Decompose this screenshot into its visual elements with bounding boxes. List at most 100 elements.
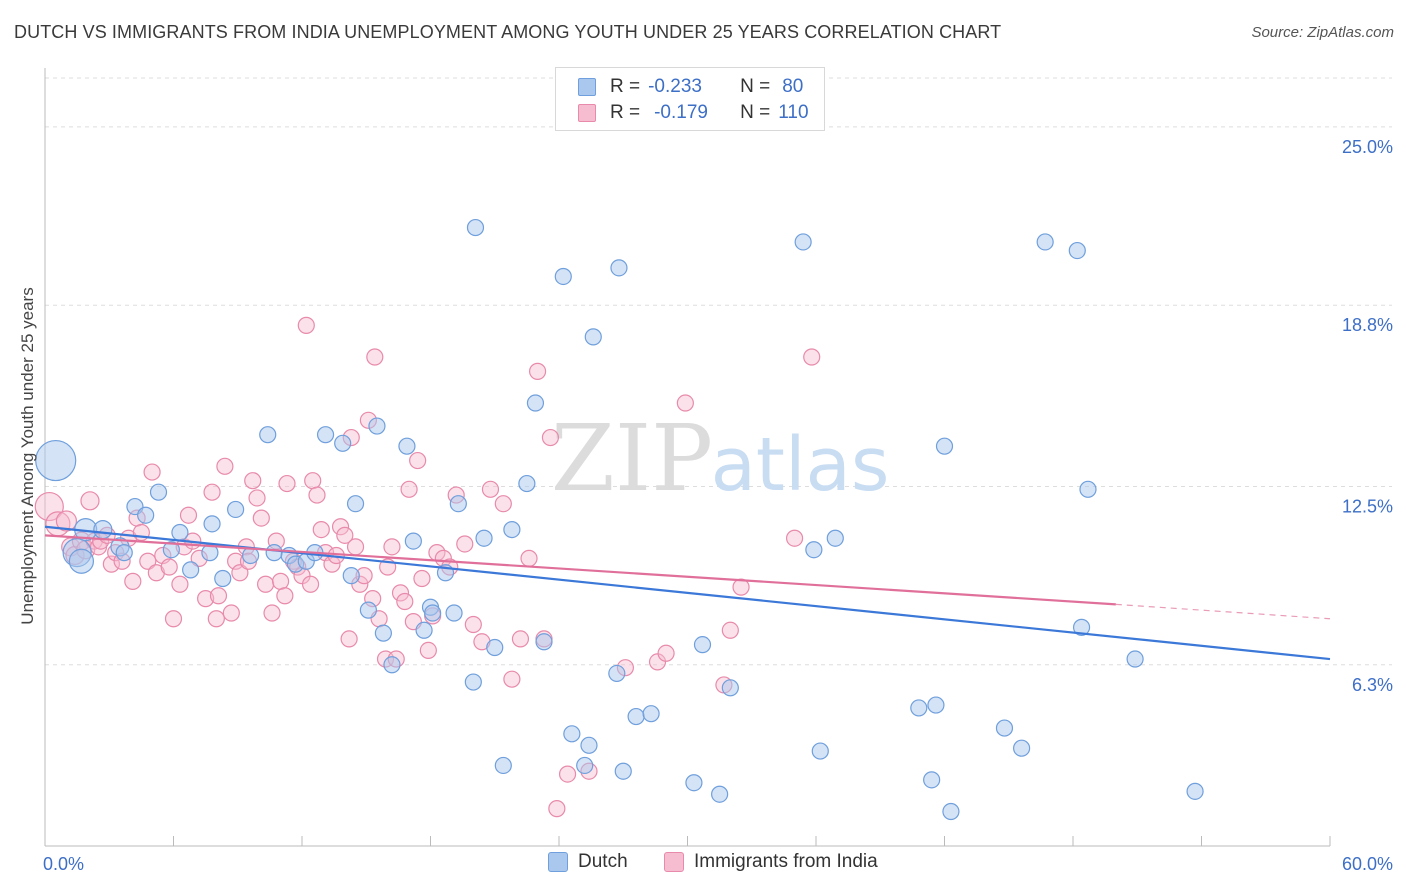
tick-labels: 6.3% 12.5% 18.8% 25.0% 0.0% 60.0% xyxy=(43,137,1393,874)
dutch-trend-line xyxy=(44,525,1331,661)
dutch-point xyxy=(610,259,628,277)
india-point xyxy=(331,518,350,536)
india-point xyxy=(391,584,410,602)
dutch-point xyxy=(535,633,553,651)
dutch-point xyxy=(826,529,844,547)
india-point xyxy=(164,610,183,628)
india-point xyxy=(419,641,437,660)
india-point xyxy=(248,489,266,507)
dutch-point xyxy=(182,561,200,579)
dutch-point xyxy=(316,426,335,444)
india-point xyxy=(396,592,414,611)
dutch-point xyxy=(368,417,386,435)
dutch-point xyxy=(721,679,739,697)
dutch-point xyxy=(398,437,416,455)
india-point xyxy=(209,587,228,605)
india-point xyxy=(558,765,577,783)
india-point xyxy=(256,575,275,593)
legend: R = -0.233 N = 80 R = -0.179 N = 110 xyxy=(555,67,825,131)
india-point xyxy=(216,457,234,475)
dutch-point xyxy=(642,705,660,723)
dutch-point xyxy=(685,774,703,792)
dutch-point xyxy=(374,624,392,642)
dutch-point xyxy=(464,673,482,691)
india-point xyxy=(520,549,538,567)
dutch-point xyxy=(935,437,954,455)
dutch-point xyxy=(334,434,352,452)
dutch-point xyxy=(346,495,365,513)
dutch-point xyxy=(526,394,545,412)
india-point xyxy=(511,630,530,648)
dutch-point xyxy=(811,742,829,760)
dutch-point xyxy=(203,515,221,533)
india-point xyxy=(503,670,521,688)
india-point xyxy=(346,538,365,556)
india-point xyxy=(657,644,675,662)
dutch-points xyxy=(35,218,1204,821)
india-point xyxy=(803,348,821,366)
legend-r-label: R = xyxy=(610,76,641,97)
dutch-point xyxy=(1126,650,1144,668)
legend-n-label: N = xyxy=(740,76,771,97)
dutch-point xyxy=(503,520,521,539)
india-point xyxy=(297,316,315,334)
dutch-point xyxy=(265,544,283,562)
dutch-point xyxy=(342,567,360,585)
dutch-point xyxy=(415,621,433,639)
india-point xyxy=(80,491,100,511)
x-tick-label-max: 60.0% xyxy=(1342,854,1393,874)
y-axis-label: Unemployment Among Youth under 25 years xyxy=(18,287,37,625)
india-point xyxy=(143,463,161,481)
dutch-point xyxy=(383,656,401,674)
dutch-point xyxy=(1072,618,1091,636)
dutch-point xyxy=(580,736,598,754)
dutch-point xyxy=(137,506,155,524)
india-point xyxy=(409,451,427,470)
legend-n-value: 80 xyxy=(782,76,804,97)
india-point xyxy=(494,495,512,513)
dutch-point xyxy=(518,474,536,493)
legend-swatch-india xyxy=(578,104,596,122)
india-point xyxy=(336,526,354,544)
dutch-point xyxy=(404,532,422,550)
india-point xyxy=(252,509,270,527)
india-trend-extension xyxy=(1115,603,1331,620)
bottom-legend-swatch-india xyxy=(664,852,684,872)
india-point xyxy=(481,480,500,498)
bottom-legend-label-india: Immigrants from India xyxy=(694,851,878,872)
dutch-point xyxy=(805,541,823,559)
india-point xyxy=(548,800,566,818)
india-point xyxy=(528,362,547,380)
legend-n-value: 110 xyxy=(778,102,809,123)
dutch-point xyxy=(1068,241,1086,260)
dutch-point xyxy=(614,762,632,780)
india-point xyxy=(785,529,804,547)
india-point xyxy=(222,604,240,622)
india-point xyxy=(308,486,326,504)
india-point xyxy=(231,564,249,582)
india-point xyxy=(301,575,320,593)
india-point xyxy=(276,587,294,605)
india-point xyxy=(541,428,560,447)
dutch-point xyxy=(1012,739,1031,757)
source-label: Source: ZipAtlas.com xyxy=(1251,24,1394,41)
dutch-point xyxy=(93,519,113,540)
y-tick-label: 6.3% xyxy=(1352,675,1393,695)
dutch-point xyxy=(149,483,168,501)
dutch-point xyxy=(910,699,928,717)
india-point xyxy=(271,572,290,590)
india-point xyxy=(139,552,157,570)
dutch-point xyxy=(608,664,626,683)
india-point xyxy=(34,491,64,522)
india-point xyxy=(413,569,431,588)
india-point xyxy=(197,590,215,608)
bottom-legend-swatch-dutch xyxy=(548,852,568,872)
legend-swatch-dutch xyxy=(578,78,596,96)
bottom-legend-dutch: Dutch xyxy=(548,851,628,873)
india-point xyxy=(676,394,694,412)
dutch-point xyxy=(1186,782,1204,800)
india-point xyxy=(312,520,330,539)
bottom-legend-label-dutch: Dutch xyxy=(578,851,628,872)
india-point xyxy=(203,483,221,501)
india-point xyxy=(124,572,142,590)
